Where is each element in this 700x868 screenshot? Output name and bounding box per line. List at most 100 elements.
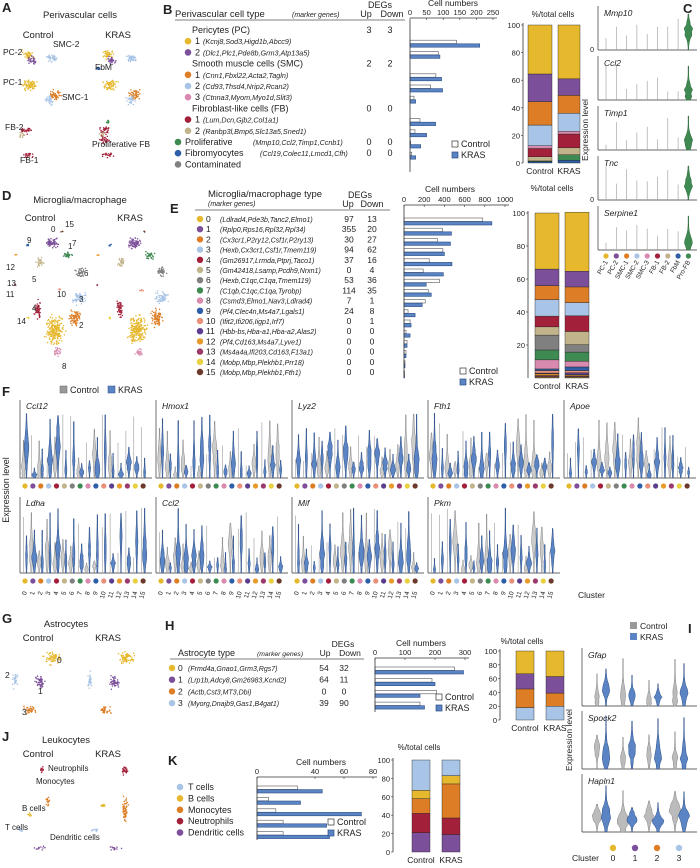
cell-point — [26, 57, 29, 59]
cluster-xlabel: 5 — [197, 590, 205, 596]
cluster-color-dot — [196, 287, 204, 294]
cell-point — [50, 326, 52, 329]
cell-point — [161, 291, 164, 293]
cell-point — [131, 325, 134, 328]
cell-point — [131, 329, 133, 332]
degs-down: 16 — [367, 255, 377, 265]
cell-point — [24, 87, 26, 90]
degs-up-header: Up — [360, 9, 372, 19]
cluster-color-dot — [140, 578, 146, 584]
cell-point — [52, 88, 55, 91]
cell-point — [124, 819, 126, 821]
cluster-color-dot — [53, 483, 60, 489]
marker-genes: (Cnn1,Fbxl22,Acta2,Tagln) — [203, 71, 288, 80]
bar-title: Cell numbers — [425, 184, 475, 194]
cell-point — [154, 315, 156, 318]
cell-point — [119, 302, 122, 304]
umap-control — [17, 766, 51, 851]
bar-control — [403, 278, 440, 283]
cell-point — [133, 326, 135, 328]
cell-point — [49, 57, 52, 59]
violin-kras — [543, 544, 546, 574]
legend-control: Control — [445, 692, 474, 702]
cell-point — [105, 55, 107, 57]
cluster-color-dot — [477, 483, 483, 489]
cell-point — [166, 294, 168, 296]
cell-point — [40, 680, 43, 683]
stacked-title: %/total cells — [532, 10, 575, 19]
cluster-color-dot — [158, 578, 164, 584]
cluster-xlabel: 5 — [333, 590, 341, 596]
violin-control — [617, 790, 629, 833]
cell-point — [33, 82, 36, 84]
cell-point — [155, 309, 157, 311]
legend-kras: KRAS — [469, 377, 494, 387]
violin-control — [364, 512, 369, 574]
cluster-color-dot — [469, 578, 475, 584]
cluster-xlabel: 1 — [633, 853, 638, 863]
cell-point — [105, 141, 108, 144]
cell-point — [88, 681, 90, 683]
cluster-color-dot — [438, 483, 444, 489]
cell-point — [151, 310, 153, 313]
cell-point — [46, 323, 48, 325]
cluster-xlabel: 15 — [138, 590, 147, 599]
cluster-color-dot — [196, 368, 204, 376]
marker-genes: (Lum,Dcn,Gjb2,Col1a1) — [203, 116, 279, 125]
cluster-xlabel: 4 — [461, 590, 469, 596]
cluster-color-dot — [325, 578, 332, 584]
violin-kras — [191, 529, 197, 574]
cluster-xlabel: 4 — [189, 590, 197, 596]
degs-down: 20 — [367, 224, 377, 234]
cell-number-bars — [374, 666, 464, 710]
cell-point — [131, 331, 133, 334]
bar-kras — [409, 133, 427, 138]
cell-point — [47, 803, 50, 806]
cell-point — [102, 136, 104, 138]
cell-point — [29, 83, 31, 85]
cell-point — [150, 252, 153, 254]
stacked-segment-control — [411, 798, 431, 814]
violin-control — [251, 443, 257, 479]
cluster-color-dot — [30, 578, 36, 584]
y-axis-label: Expression level — [580, 99, 590, 161]
cell-point — [49, 99, 51, 101]
cell-point — [39, 685, 42, 688]
cell-point — [128, 92, 130, 94]
axis-tick-label: 0 — [493, 716, 497, 725]
cluster-xlabel: 9 — [92, 590, 100, 596]
cell-point — [52, 320, 54, 322]
degs-down: 36 — [367, 275, 377, 285]
violin-control — [227, 522, 233, 574]
row-label: 10 — [206, 316, 216, 326]
cell-point — [102, 55, 105, 58]
cell-point — [30, 55, 33, 57]
cell-point — [37, 262, 39, 264]
violin-control — [219, 536, 226, 574]
cell-point — [114, 684, 116, 687]
cell-point — [36, 307, 39, 310]
bar-control — [256, 785, 298, 790]
cell-point — [23, 130, 26, 132]
cluster-color-dot — [430, 483, 436, 489]
cell-point — [124, 650, 126, 653]
cell-point — [128, 662, 131, 664]
violin-kras — [216, 449, 219, 479]
cell-point — [28, 708, 31, 711]
cell-point — [106, 53, 108, 56]
cluster-color-dot — [174, 138, 182, 146]
violin-kras — [31, 529, 38, 574]
stacked-segment-kras — [557, 113, 581, 132]
cell-point — [57, 330, 60, 332]
cluster-color-dot — [182, 483, 188, 489]
cluster-label: SMC-1 — [62, 92, 89, 102]
degs-down: 0 — [370, 357, 375, 367]
cell-point — [74, 293, 77, 295]
cell-point — [56, 662, 59, 664]
cluster-color-dot — [116, 483, 123, 489]
violin-pro-fb — [683, 165, 693, 201]
stacked-segment-control — [527, 124, 553, 146]
cluster-label: 12 — [6, 263, 15, 272]
cell-point — [24, 156, 26, 159]
